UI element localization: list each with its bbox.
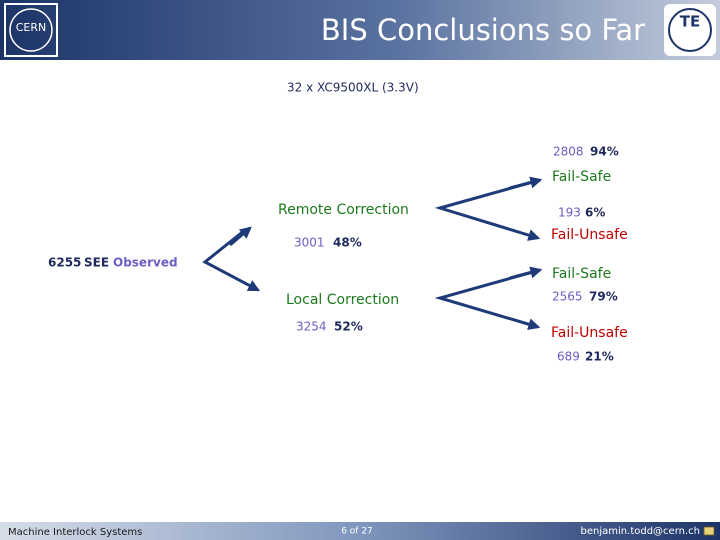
footer-email: benjamin.todd@cern.ch [581, 526, 700, 537]
root-arrow [202, 228, 261, 292]
outcome-label: Fail-Unsafe [551, 227, 628, 243]
footer-left: Machine Interlock Systems [8, 527, 142, 538]
root-text: Observed [113, 256, 178, 270]
outcome-percent: 94% [590, 145, 619, 159]
root-arrow-up [229, 226, 252, 247]
root-count: 6255 [48, 256, 81, 270]
logo-text: CERN [16, 21, 47, 34]
outcome-label: Fail-Safe [552, 169, 611, 185]
branch-label: Local Correction [286, 292, 399, 308]
footer-page: 6 of 27 [341, 527, 373, 537]
subtitle: 32 x XC9500XL (3.3V) [287, 81, 419, 95]
outcome-count: 193 [558, 206, 581, 220]
outcome-count: 2565 [552, 290, 583, 304]
outcome-percent: 79% [589, 290, 618, 304]
remote-arrow [434, 178, 541, 241]
slide-title: BIS Conclusions so Far [321, 13, 645, 47]
branch-percent: 52% [334, 320, 363, 334]
outcome-label: Fail-Unsafe [551, 325, 628, 341]
mail-icon[interactable] [703, 526, 715, 536]
footer-bar [0, 522, 720, 540]
outcome-label: Fail-Safe [552, 266, 611, 282]
outcome-count: 2808 [553, 145, 584, 159]
local-arrow [434, 268, 541, 331]
badge-text: TE [680, 13, 700, 31]
branch-count: 3001 [294, 236, 325, 250]
root-text: SEE [84, 256, 109, 270]
branch-count: 3254 [296, 320, 327, 334]
local-arrow-up [509, 266, 543, 280]
remote-arrow-up [509, 176, 543, 190]
outcome-count: 689 [557, 350, 580, 364]
cern-logo: CERN [4, 3, 58, 57]
outcome-percent: 6% [585, 206, 605, 220]
outcome-percent: 21% [585, 350, 614, 364]
header-bar [0, 0, 720, 60]
branch-label: Remote Correction [278, 202, 409, 218]
branch-percent: 48% [333, 236, 362, 250]
te-logo: TE [664, 4, 716, 56]
